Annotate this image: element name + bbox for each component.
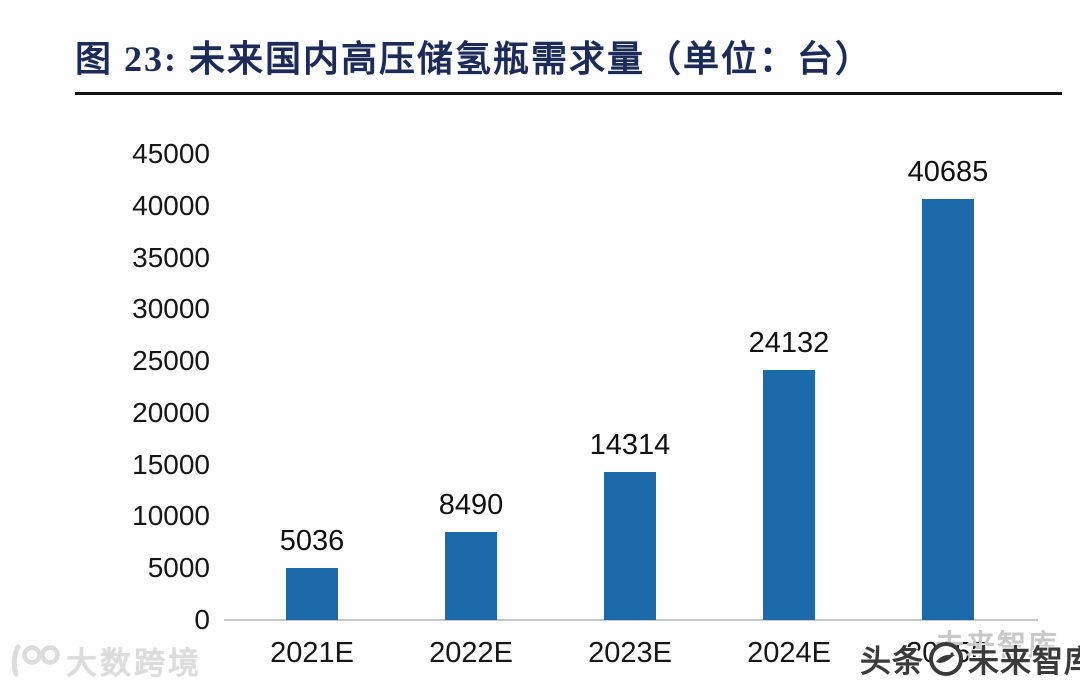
bird-logo-icon — [929, 641, 963, 676]
title-underline — [75, 92, 1062, 95]
y-axis-tick-label: 30000 — [132, 293, 210, 325]
y-axis-tick-label: 15000 — [132, 448, 210, 480]
y-axis-tick-label: 45000 — [132, 138, 210, 169]
biglobal-logo-icon — [11, 644, 60, 676]
y-axis-tick-label: 5000 — [147, 552, 210, 584]
y-axis-tick-label: 0 — [194, 604, 210, 635]
watermark-right-prefix: 头条 — [860, 644, 924, 679]
y-axis-tick-label: 40000 — [132, 189, 210, 221]
bar-value-label: 40685 — [907, 156, 989, 188]
bar-value-label: 5036 — [279, 525, 345, 557]
x-axis-tick-label: 2024E — [747, 637, 831, 669]
bar-value-label: 14314 — [589, 429, 671, 461]
y-axis-tick-label: 25000 — [132, 345, 210, 377]
y-axis-tick-label: 10000 — [132, 500, 210, 532]
watermark-bottom-right: 头条 未来智库 — [860, 636, 1080, 681]
bar-2023E — [604, 472, 656, 620]
bar-2025E — [922, 199, 974, 620]
watermark-bottom-left: 大数跨境 — [8, 638, 202, 683]
x-axis-line — [224, 619, 1038, 621]
y-axis-tick-label: 20000 — [132, 396, 210, 428]
x-axis-tick-label: 2023E — [588, 637, 672, 669]
bar-2024E — [763, 370, 815, 620]
x-axis-tick-label: 2022E — [429, 637, 513, 669]
bar-2021E — [286, 568, 338, 620]
watermark-left-label: 大数跨境 — [66, 646, 202, 681]
bar-2022E — [445, 532, 497, 620]
watermark-right-suffix: 未来智库 — [968, 644, 1080, 679]
bar-value-label: 24132 — [748, 327, 830, 359]
bar-value-label: 8490 — [438, 489, 504, 521]
x-axis-tick-label: 2021E — [270, 637, 354, 669]
y-axis-tick-label: 35000 — [132, 241, 210, 273]
chart-title: 图 23: 未来国内高压储氢瓶需求量（单位：台） — [75, 39, 873, 79]
